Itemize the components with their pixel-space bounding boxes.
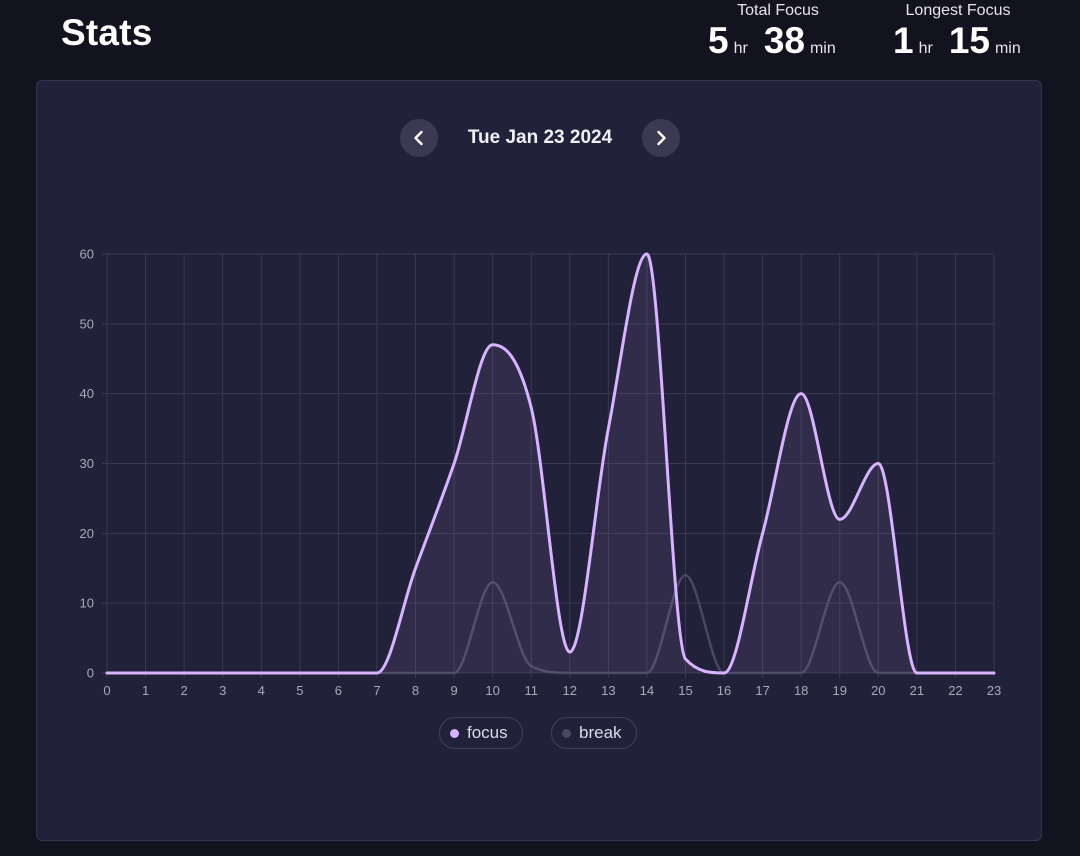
x-tick-label: 12 — [563, 683, 577, 698]
x-tick-label: 23 — [987, 683, 1001, 698]
x-tick-label: 4 — [258, 683, 265, 698]
longest-focus-minutes-unit: min — [994, 40, 1021, 57]
y-tick-label: 10 — [80, 596, 94, 611]
y-tick-label: 0 — [87, 666, 94, 681]
legend-item-break[interactable]: break — [551, 717, 637, 749]
total-focus-stat: Total Focus 5 hr 38 min — [708, 2, 848, 61]
longest-focus-label: Longest Focus — [905, 2, 1011, 19]
next-day-button[interactable] — [642, 119, 680, 157]
legend-dot-break — [562, 728, 571, 738]
x-tick-label: 21 — [910, 683, 924, 698]
chevron-left-icon — [414, 130, 423, 146]
y-tick-label: 60 — [80, 247, 94, 262]
y-tick-label: 20 — [80, 526, 94, 541]
x-tick-label: 19 — [833, 683, 847, 698]
x-tick-label: 9 — [450, 683, 457, 698]
longest-focus-hours: 1 — [893, 20, 914, 61]
longest-focus-value: 1 hr 15 min — [893, 21, 1023, 61]
x-tick-label: 5 — [296, 683, 303, 698]
x-tick-label: 8 — [412, 683, 419, 698]
x-tick-label: 13 — [601, 683, 615, 698]
x-tick-label: 3 — [219, 683, 226, 698]
series-line-focus — [105, 252, 996, 675]
longest-focus-stat: Longest Focus 1 hr 15 min — [893, 2, 1023, 61]
x-tick-label: 20 — [871, 683, 885, 698]
x-tick-label: 1 — [142, 683, 149, 698]
legend-dot-focus — [450, 728, 459, 738]
x-tick-label: 2 — [181, 683, 188, 698]
x-tick-label: 22 — [948, 683, 962, 698]
current-date: Tue Jan 23 2024 — [467, 127, 613, 148]
total-focus-label: Total Focus — [737, 2, 819, 19]
stats-card: Tue Jan 23 2024 0 1 2 3 4 5 6 7 8 9 10 11 12 13 14 15 16… — [36, 80, 1042, 841]
total-focus-minutes-unit: min — [809, 40, 836, 57]
x-tick-label: 15 — [678, 683, 692, 698]
x-tick-label: 18 — [794, 683, 808, 698]
total-focus-minutes: 38 — [763, 20, 805, 61]
x-tick-label: 14 — [640, 683, 654, 698]
total-focus-value: 5 hr 38 min — [708, 21, 848, 61]
x-tick-label: 6 — [335, 683, 342, 698]
series-area-focus — [107, 254, 994, 673]
longest-focus-hours-unit: hr — [918, 40, 933, 57]
focus-line-chart: 0 1 2 3 4 5 6 7 8 9 10 11 12 13 14 15 16 17 18 19 20 21 22 2301… — [80, 247, 1002, 699]
total-focus-hours-unit: hr — [733, 40, 748, 57]
x-tick-label: 0 — [103, 683, 110, 698]
previous-day-button[interactable] — [400, 119, 438, 157]
y-tick-label: 50 — [80, 316, 94, 331]
total-focus-hours: 5 — [708, 20, 729, 61]
page-title: Stats — [61, 12, 153, 53]
x-tick-label: 10 — [485, 683, 499, 698]
legend-label-focus: focus — [467, 723, 508, 742]
x-tick-label: 7 — [373, 683, 380, 698]
x-tick-label: 16 — [717, 683, 731, 698]
y-tick-label: 30 — [80, 456, 94, 471]
y-tick-label: 40 — [80, 386, 94, 401]
x-tick-label: 17 — [755, 683, 769, 698]
chevron-right-icon — [657, 130, 666, 146]
x-tick-label: 11 — [524, 683, 538, 698]
longest-focus-minutes: 15 — [948, 20, 990, 61]
legend-item-focus[interactable]: focus — [439, 717, 523, 749]
legend-label-break: break — [579, 723, 622, 742]
